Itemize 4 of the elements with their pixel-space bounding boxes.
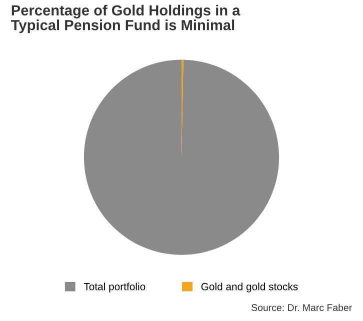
legend-label: Gold and gold stocks [201, 282, 298, 292]
source-note: Source: Dr. Marc Faber [252, 304, 352, 312]
chart-title: Percentage of Gold Holdings in a Typical Pension Fund is Minimal [11, 4, 240, 34]
legend-label: Total portfolio [84, 282, 146, 292]
